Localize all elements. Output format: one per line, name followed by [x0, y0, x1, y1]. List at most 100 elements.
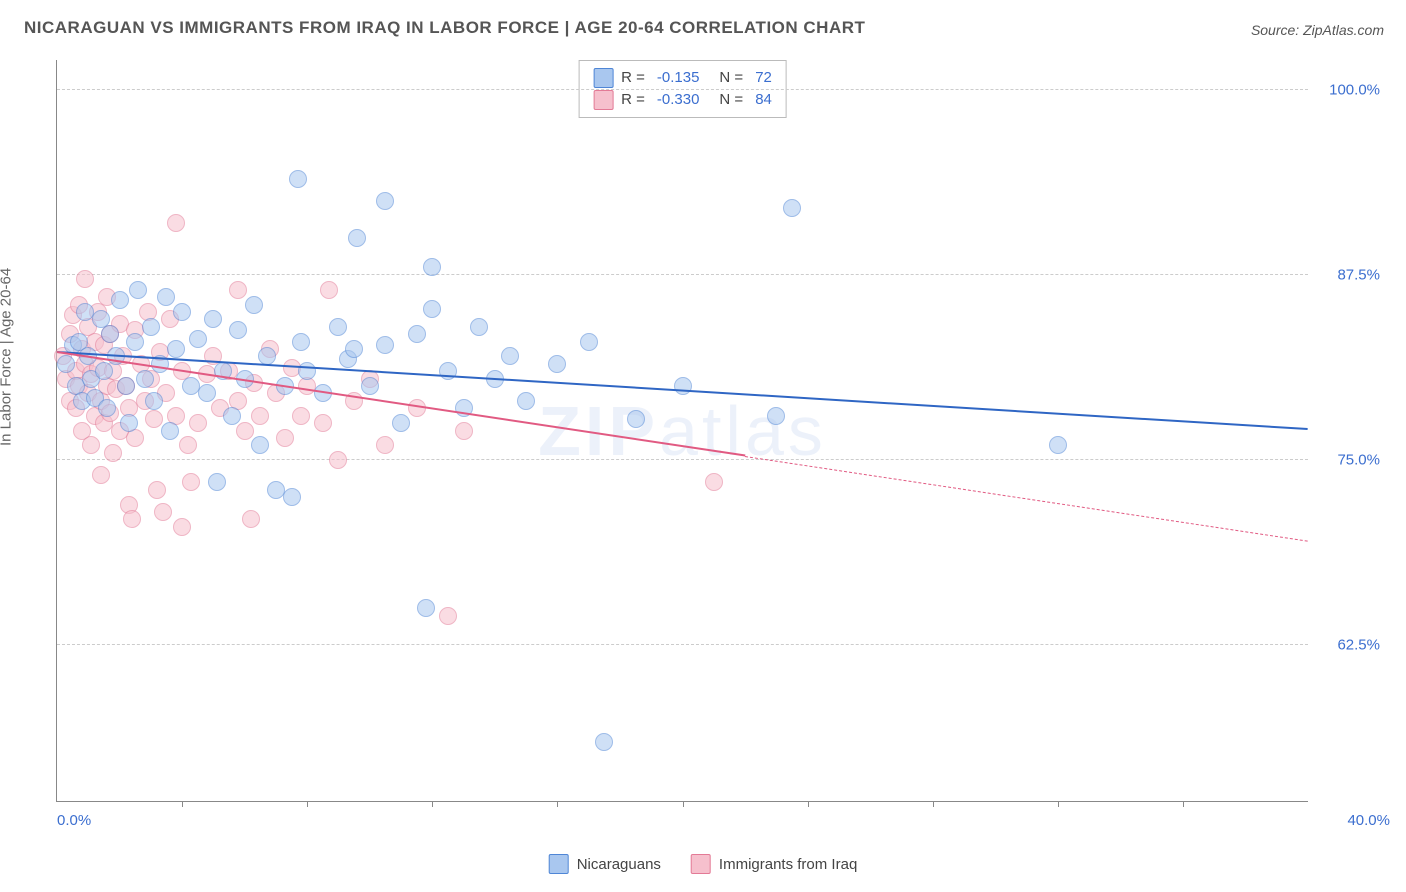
- scatter-point: [111, 291, 129, 309]
- scatter-point: [767, 407, 785, 425]
- legend-item: Immigrants from Iraq: [691, 854, 857, 874]
- scatter-point: [145, 392, 163, 410]
- y-tick-label: 87.5%: [1337, 266, 1380, 283]
- scatter-point: [229, 321, 247, 339]
- scatter-point: [455, 422, 473, 440]
- scatter-point: [223, 407, 241, 425]
- plot-box: ZIPatlas R = -0.135 N = 72 R = -0.330 N …: [56, 60, 1308, 802]
- scatter-point: [157, 288, 175, 306]
- legend-item-label: Immigrants from Iraq: [719, 856, 857, 873]
- scatter-point: [283, 488, 301, 506]
- scatter-point: [179, 436, 197, 454]
- scatter-point: [154, 503, 172, 521]
- scatter-point: [548, 355, 566, 373]
- x-label-right: 40.0%: [1347, 812, 1390, 829]
- scatter-point: [314, 414, 332, 432]
- gridline: [57, 644, 1308, 645]
- legend-swatch-icon: [593, 90, 613, 110]
- scatter-point: [167, 214, 185, 232]
- scatter-point: [98, 399, 116, 417]
- chart-area: ZIPatlas R = -0.135 N = 72 R = -0.330 N …: [56, 60, 1390, 832]
- scatter-point: [242, 510, 260, 528]
- x-label-left: 0.0%: [57, 812, 91, 829]
- scatter-point: [423, 300, 441, 318]
- scatter-point: [167, 340, 185, 358]
- scatter-point: [289, 170, 307, 188]
- legend-row: R = -0.135 N = 72: [593, 67, 772, 89]
- chart-title: NICARAGUAN VS IMMIGRANTS FROM IRAQ IN LA…: [24, 18, 865, 38]
- scatter-point: [236, 422, 254, 440]
- scatter-point: [417, 599, 435, 617]
- scatter-point: [173, 303, 191, 321]
- x-tick: [1183, 801, 1184, 807]
- scatter-point: [376, 192, 394, 210]
- source-text: Source: ZipAtlas.com: [1251, 22, 1384, 38]
- scatter-point: [580, 333, 598, 351]
- scatter-point: [208, 473, 226, 491]
- trend-line: [745, 456, 1308, 542]
- y-tick-label: 62.5%: [1337, 637, 1380, 654]
- legend-row: R = -0.330 N = 84: [593, 89, 772, 111]
- scatter-point: [204, 310, 222, 328]
- y-axis-label: In Labor Force | Age 20-64: [0, 268, 15, 446]
- y-tick-label: 100.0%: [1329, 81, 1380, 98]
- scatter-point: [595, 733, 613, 751]
- scatter-point: [392, 414, 410, 432]
- scatter-point: [123, 510, 141, 528]
- scatter-point: [501, 347, 519, 365]
- scatter-point: [783, 199, 801, 217]
- scatter-point: [145, 410, 163, 428]
- legend-item-label: Nicaraguans: [577, 856, 661, 873]
- legend-r-label: R =: [621, 89, 645, 111]
- scatter-point: [251, 436, 269, 454]
- legend-r-value: -0.135: [657, 67, 700, 89]
- legend-n-value: 84: [755, 89, 772, 111]
- scatter-point: [76, 270, 94, 288]
- scatter-point: [95, 362, 113, 380]
- scatter-point: [245, 296, 263, 314]
- scatter-point: [198, 384, 216, 402]
- scatter-point: [129, 281, 147, 299]
- scatter-point: [298, 362, 316, 380]
- scatter-point: [292, 333, 310, 351]
- scatter-point: [136, 370, 154, 388]
- gridline: [57, 459, 1308, 460]
- x-tick: [557, 801, 558, 807]
- scatter-point: [517, 392, 535, 410]
- scatter-point: [120, 414, 138, 432]
- scatter-point: [674, 377, 692, 395]
- scatter-point: [229, 281, 247, 299]
- scatter-point: [627, 410, 645, 428]
- scatter-point: [376, 336, 394, 354]
- legend-r-label: R =: [621, 67, 645, 89]
- trend-line: [57, 351, 1308, 430]
- scatter-point: [408, 399, 426, 417]
- scatter-point: [705, 473, 723, 491]
- x-tick: [1058, 801, 1059, 807]
- scatter-point: [361, 377, 379, 395]
- scatter-point: [161, 422, 179, 440]
- scatter-point: [117, 377, 135, 395]
- legend-swatch-icon: [593, 68, 613, 88]
- scatter-point: [345, 340, 363, 358]
- scatter-point: [82, 436, 100, 454]
- scatter-point: [329, 318, 347, 336]
- scatter-point: [1049, 436, 1067, 454]
- scatter-point: [92, 466, 110, 484]
- bottom-legend: Nicaraguans Immigrants from Iraq: [549, 854, 858, 874]
- legend-n-label: N =: [719, 67, 743, 89]
- legend-n-value: 72: [755, 67, 772, 89]
- x-tick: [182, 801, 183, 807]
- x-tick: [808, 801, 809, 807]
- scatter-point: [173, 518, 191, 536]
- scatter-point: [470, 318, 488, 336]
- legend-swatch-icon: [691, 854, 711, 874]
- scatter-point: [189, 330, 207, 348]
- scatter-point: [189, 414, 207, 432]
- x-tick: [683, 801, 684, 807]
- scatter-point: [57, 355, 75, 373]
- scatter-point: [329, 451, 347, 469]
- scatter-point: [320, 281, 338, 299]
- x-tick: [432, 801, 433, 807]
- scatter-point: [423, 258, 441, 276]
